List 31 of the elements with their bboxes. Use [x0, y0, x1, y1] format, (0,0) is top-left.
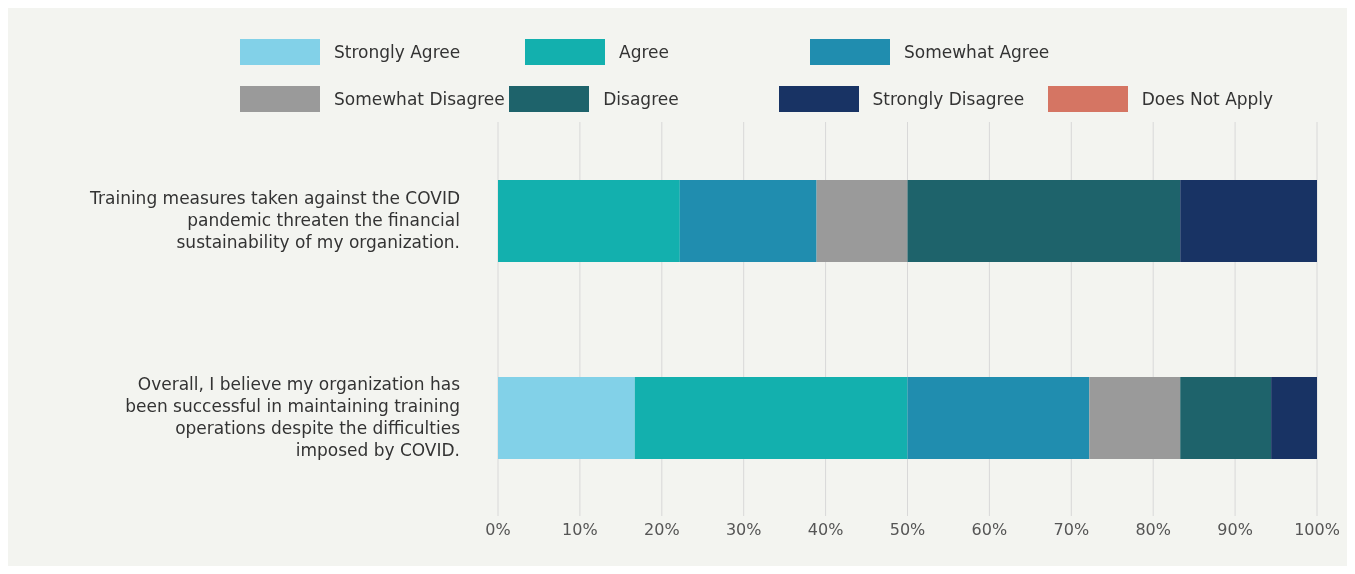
x-tick-label: 60% — [971, 520, 1008, 540]
x-tick-label: 70% — [1053, 520, 1090, 540]
x-tick-label: 90% — [1217, 520, 1253, 540]
x-tick-label: 0% — [485, 520, 511, 540]
bar — [634, 377, 908, 459]
bar — [1089, 377, 1181, 459]
bar — [816, 180, 908, 262]
legend-label: Does Not Apply — [1141, 88, 1274, 109]
legend-label: Disagree — [603, 88, 679, 109]
bar — [679, 180, 817, 262]
bar — [1271, 377, 1317, 459]
bar — [1180, 377, 1272, 459]
y-tick-label: Training measures taken against the COVID pandemic threaten the financial sustainability of my organization. — [89, 188, 460, 253]
x-tick-label: 80% — [1135, 520, 1171, 540]
x-tick-label: 50% — [889, 520, 926, 540]
legend-label: Somewhat Disagree — [334, 88, 505, 109]
x-tick-label: 30% — [725, 520, 762, 540]
bar — [1180, 180, 1317, 262]
x-tick-label: 100% — [1294, 520, 1340, 540]
legend-label: Strongly Agree — [334, 41, 461, 62]
bar — [907, 180, 1181, 262]
x-tick-label: 20% — [644, 520, 680, 540]
legend-label: Somewhat Agree — [904, 41, 1050, 62]
bar — [498, 377, 635, 459]
bar — [498, 180, 680, 262]
legend-label: Agree — [619, 41, 669, 62]
x-tick-label: 10% — [562, 520, 598, 540]
y-tick-label: Overall, I believe my organization has been successful in maintaining training operations despite the difficulties imposed by COVID. — [125, 374, 461, 461]
x-tick-label: 40% — [807, 520, 844, 540]
bar — [907, 377, 1090, 459]
legend-label: Strongly Disagree — [872, 88, 1025, 109]
